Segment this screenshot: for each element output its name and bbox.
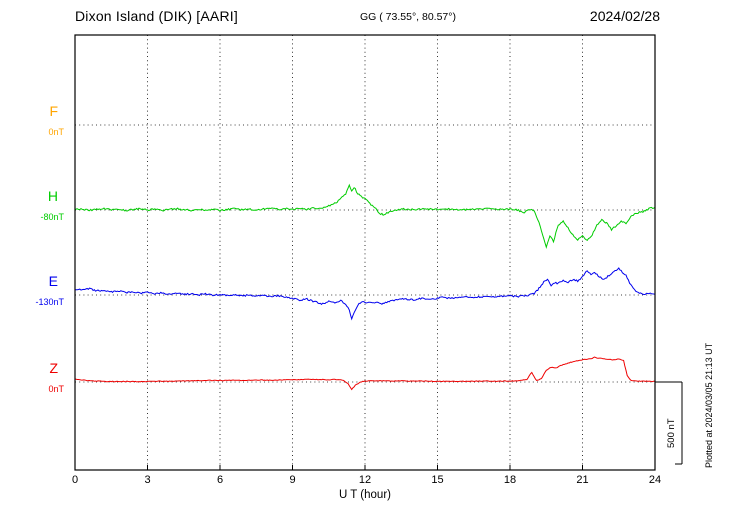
station-title: Dixon Island (DIK) [AARI]	[75, 8, 238, 24]
x-tick-label: 9	[289, 474, 296, 486]
x-axis-label: U T (hour)	[339, 489, 391, 501]
component-baseline-z: 0nT	[48, 384, 64, 394]
x-tick-label: 18	[503, 474, 517, 486]
component-baseline-e: -130nT	[35, 297, 64, 307]
x-tick-label: 0	[71, 474, 79, 486]
plot-frame	[74, 34, 656, 471]
trace-e	[75, 267, 655, 321]
trace-z	[75, 356, 655, 391]
date-label: 2024/02/28	[589, 8, 660, 24]
x-tick-label: 12	[358, 474, 372, 486]
component-baseline-f: 0nT	[48, 127, 64, 137]
x-tick-label: 15	[431, 474, 444, 486]
x-tick-label: 24	[648, 474, 662, 486]
scale-bar-label: 500 nT	[666, 418, 677, 448]
x-tick-label: 6	[216, 474, 224, 486]
component-label-h: H	[47, 188, 58, 204]
component-label-f: F	[49, 103, 58, 119]
x-tick-label: 21	[576, 474, 589, 486]
coords-label: GG ( 73.55°, 80.57°)	[360, 11, 456, 23]
x-tick-label: 3	[144, 474, 151, 486]
component-label-e: E	[48, 273, 58, 289]
component-baseline-h: -80nT	[40, 212, 64, 222]
trace-h	[75, 183, 655, 249]
component-label-z: Z	[49, 360, 58, 376]
plotted-at-note: Plotted at 2024/03/05 21:13 UT	[704, 342, 714, 468]
